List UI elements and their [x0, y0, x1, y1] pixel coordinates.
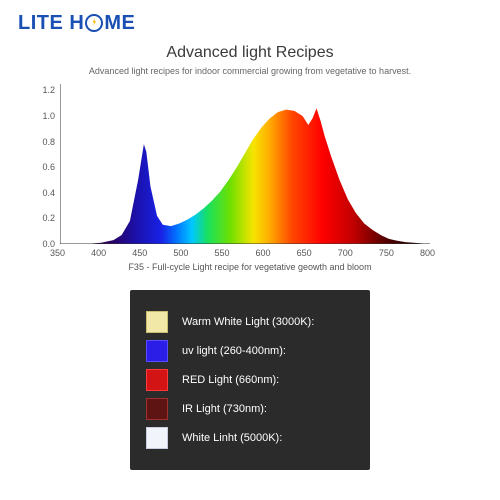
legend-label: Warm White Light (3000K):: [182, 316, 314, 328]
legend-swatch: [146, 340, 168, 362]
x-tick: 700: [338, 248, 353, 258]
logo-text-right: ME: [104, 12, 135, 34]
y-tick: 1.2: [42, 85, 55, 95]
y-tick: 0.8: [42, 137, 55, 147]
legend-label: RED Light (660nm):: [182, 374, 279, 386]
y-tick: 0.6: [42, 162, 55, 172]
y-tick: 1.0: [42, 111, 55, 121]
legend-swatch: [146, 398, 168, 420]
x-tick: 750: [379, 248, 394, 258]
legend-swatch: [146, 311, 168, 333]
x-tick: 350: [50, 248, 65, 258]
spectrum-chart: [60, 84, 430, 244]
x-tick: 400: [91, 248, 106, 258]
logo-text-left: LITE H: [18, 12, 84, 34]
brand-logo: LITE H ME: [18, 12, 135, 35]
x-tick: 550: [214, 248, 229, 258]
legend-label: uv light (260-400nm):: [182, 345, 286, 357]
y-tick: 0.4: [42, 188, 55, 198]
legend-item: uv light (260-400nm):: [146, 340, 354, 362]
x-tick: 800: [420, 248, 435, 258]
x-tick: 500: [173, 248, 188, 258]
legend-item: Warm White Light (3000K):: [146, 311, 354, 333]
y-tick: 0.2: [42, 213, 55, 223]
page-title: Advanced light Recipes: [0, 44, 500, 62]
legend-label: White Linht (5000K):: [182, 432, 282, 444]
chart-caption: F35 - Full-cycle Light recipe for vegeta…: [0, 262, 500, 272]
x-tick: 450: [132, 248, 147, 258]
legend-label: IR Light (730nm):: [182, 403, 267, 415]
legend-swatch: [146, 427, 168, 449]
legend-swatch: [146, 369, 168, 391]
bulb-icon: [85, 14, 103, 32]
x-tick: 600: [256, 248, 271, 258]
legend-item: RED Light (660nm):: [146, 369, 354, 391]
page-subtitle: Advanced light recipes for indoor commer…: [0, 66, 500, 76]
legend-item: IR Light (730nm):: [146, 398, 354, 420]
x-tick: 650: [297, 248, 312, 258]
legend-panel: Warm White Light (3000K): uv light (260-4…: [130, 290, 370, 470]
spectrum-svg: [60, 84, 430, 244]
legend-item: White Linht (5000K):: [146, 427, 354, 449]
